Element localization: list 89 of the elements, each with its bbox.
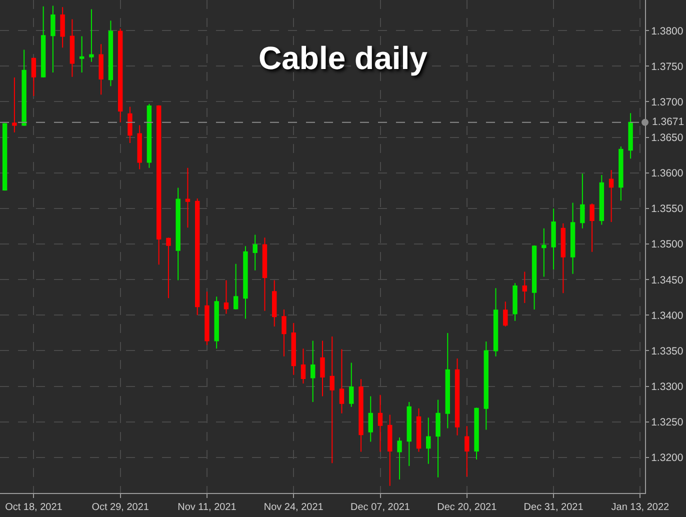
x-tick-label: Nov 11, 2021: [178, 502, 237, 513]
candlestick: [522, 271, 528, 304]
candlestick: [214, 296, 219, 350]
candlestick: [628, 112, 633, 160]
candlestick: [378, 394, 383, 452]
candlestick: [137, 124, 142, 170]
x-tick-label: Oct 29, 2021: [92, 502, 150, 513]
candlestick: [234, 263, 238, 310]
candlestick: [12, 77, 17, 133]
x-tick-label: Dec 20, 2021: [437, 502, 498, 513]
candlestick: [464, 426, 470, 478]
candlestick: [98, 44, 104, 96]
candlestick: [50, 5, 56, 74]
y-tick-label: 1.3700: [651, 96, 684, 108]
candlestick: [436, 399, 440, 478]
candlestick: [272, 280, 277, 328]
y-tick-label: 1.3350: [651, 345, 684, 358]
y-tick-label: 1.3800: [651, 25, 684, 38]
y-tick-label: 1.3600: [651, 168, 684, 180]
candlestick: [224, 280, 229, 314]
candlestick: [291, 322, 296, 376]
candlestick: [618, 146, 624, 202]
candlestick: [262, 237, 268, 312]
y-tick-label: 1.3650: [651, 132, 684, 144]
candlestick: [599, 174, 604, 226]
candlestick: [474, 407, 479, 460]
candlestick: [252, 234, 258, 271]
x-tick-label: Jan 13, 2022: [611, 502, 670, 513]
candlestick: [570, 202, 576, 274]
y-tick-label: 1.3450: [651, 274, 684, 286]
candlestick: [108, 20, 114, 87]
candlestick: [195, 198, 200, 316]
candlestick: [542, 228, 546, 278]
x-tick-label: Nov 24, 2021: [264, 502, 324, 513]
x-tick-label: Oct 18, 2021: [5, 502, 63, 513]
candlestick: [406, 401, 412, 466]
candlestick: [426, 417, 431, 464]
y-tick-label: 1.3500: [651, 238, 684, 251]
candlestick: [2, 122, 8, 192]
candlestick: [166, 237, 171, 299]
candlestick: [445, 332, 450, 429]
candlestick: [243, 246, 248, 320]
y-tick-label: 1.3250: [651, 416, 684, 429]
candlestick: [590, 202, 594, 252]
candlestick: [89, 8, 94, 62]
candlestick: [146, 103, 152, 168]
candlestick: [300, 348, 306, 384]
candlestick: [31, 57, 36, 97]
x-tick-label: Dec 07, 2021: [350, 502, 410, 513]
candlestick: [512, 282, 518, 322]
y-tick-label: 1.3400: [651, 310, 684, 322]
candlestick: [503, 301, 508, 328]
candlestick: [185, 167, 190, 228]
candlestick: [551, 208, 556, 270]
candlestick: [118, 28, 123, 123]
candlestick: [358, 378, 364, 452]
candlestick: [397, 437, 402, 480]
candlestick: [40, 6, 46, 78]
candlestick: [560, 222, 566, 294]
candlestick: [79, 36, 84, 74]
candlestick: [493, 288, 498, 357]
candlestick: [349, 362, 354, 408]
y-tick-label: 1.3200: [651, 452, 684, 464]
ref-line-label: 1.3671: [652, 116, 684, 128]
candlestick: [368, 396, 373, 442]
candlestick: [320, 340, 325, 397]
text: Cable daily: [258, 40, 428, 76]
candlestick: [60, 6, 65, 48]
y-tick-label: 1.3750: [651, 60, 684, 73]
candlestick: [310, 340, 316, 402]
candlestick: [330, 336, 334, 464]
candlestick: [204, 291, 210, 346]
candlestick: [22, 49, 26, 126]
candlestick: [608, 170, 614, 222]
candlestick: [128, 106, 132, 144]
candlestick: [416, 408, 422, 452]
candlestick: [339, 348, 344, 414]
candlestick: [580, 173, 585, 229]
x-tick-label: Dec 31, 2021: [524, 502, 584, 513]
candlestick: [454, 358, 460, 436]
candlestick: [532, 244, 537, 310]
candlestick: [282, 308, 286, 357]
candlestick: [484, 340, 489, 430]
candlestick: [388, 414, 392, 486]
candlestick: [70, 18, 75, 78]
y-tick-label: 1.3550: [651, 203, 684, 216]
candlestick: [176, 187, 180, 281]
candlestick: [156, 104, 162, 266]
y-tick-label: 1.3300: [651, 380, 684, 393]
